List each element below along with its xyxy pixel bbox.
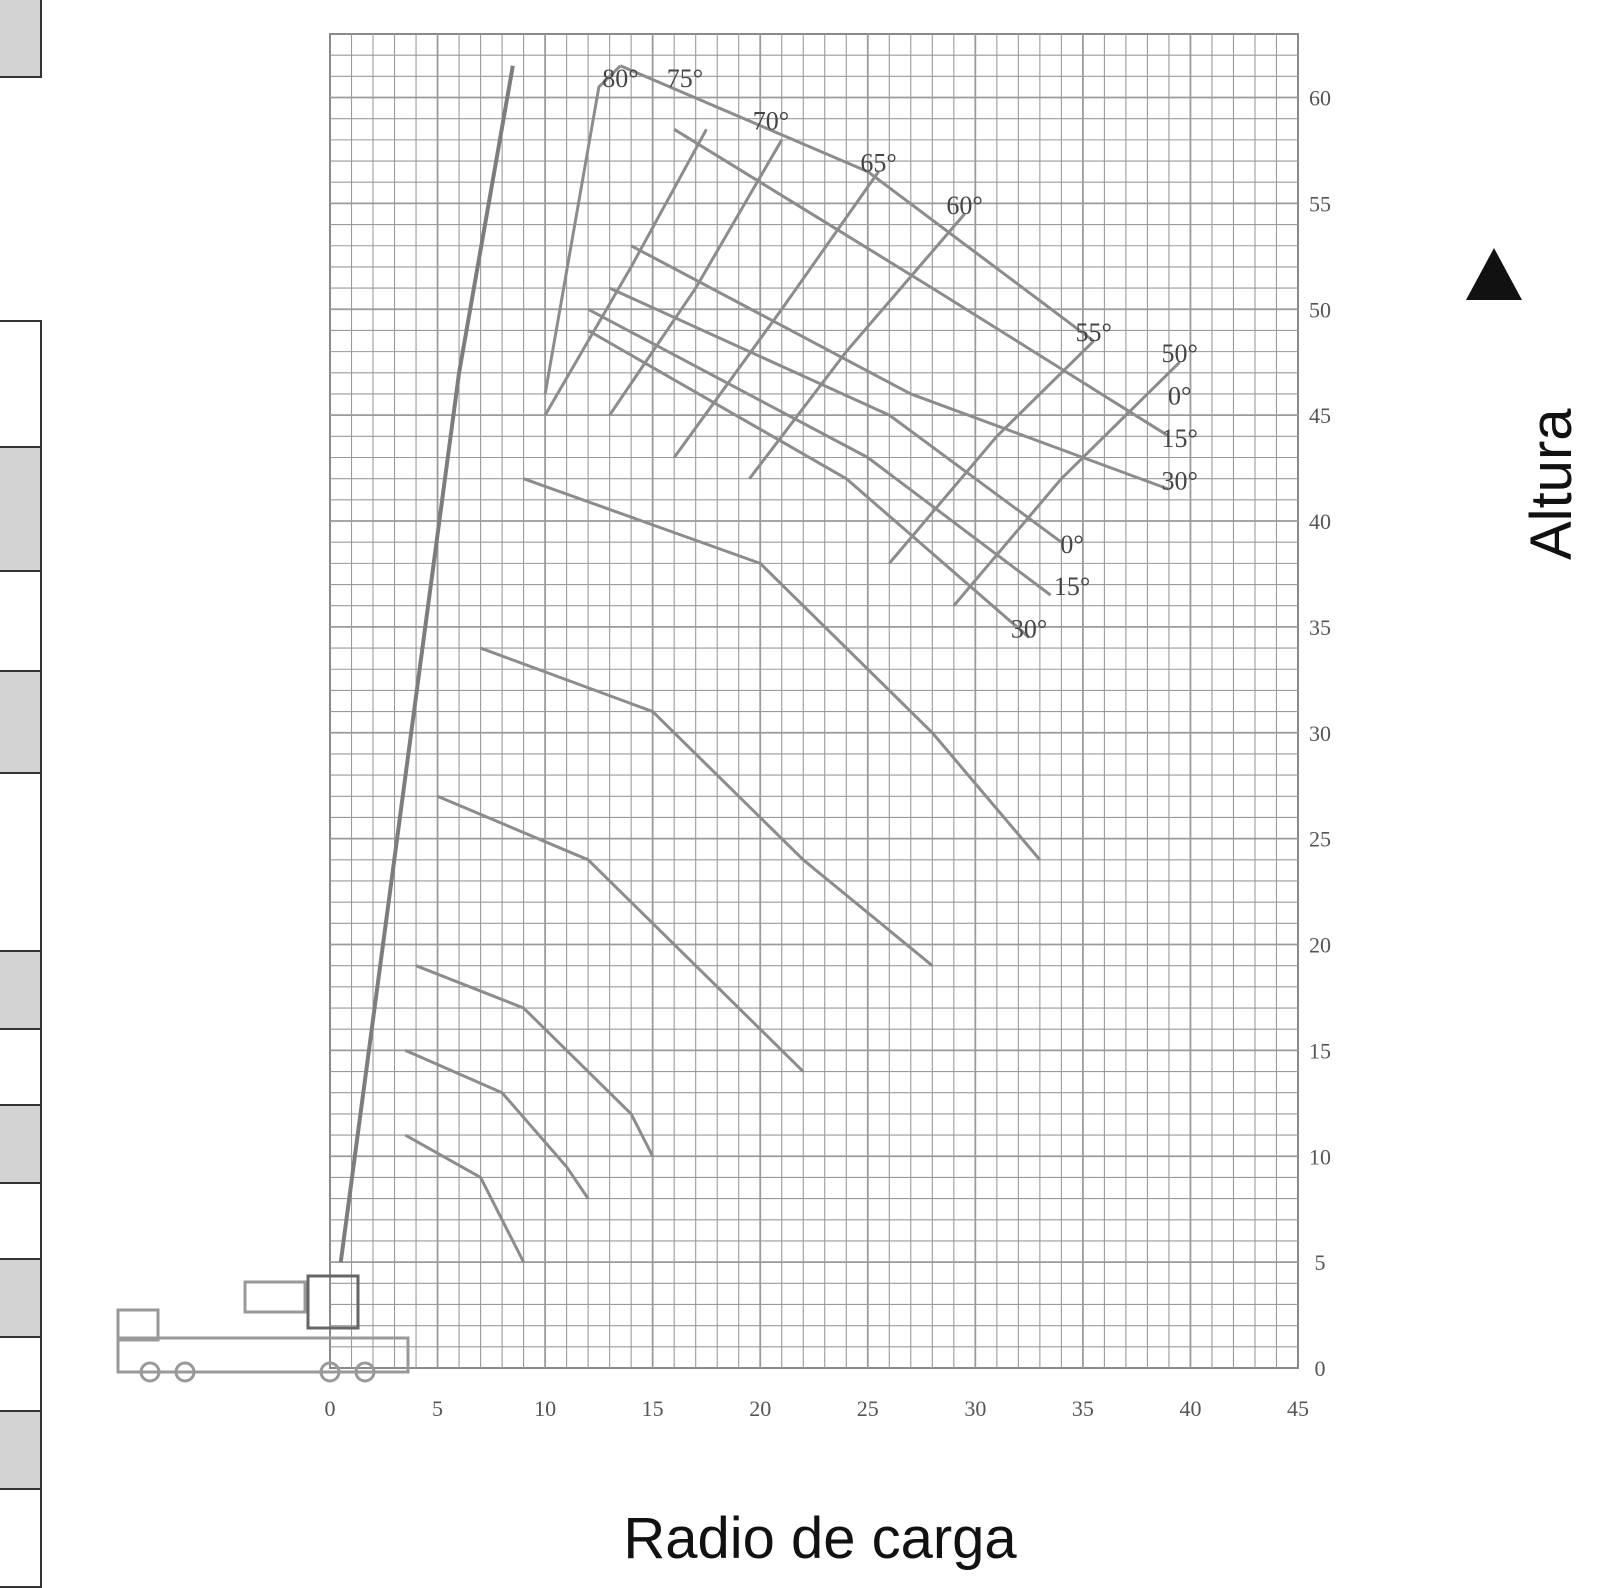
series-line [587, 329, 1031, 639]
series-line [609, 286, 1063, 544]
table-cell [0, 1028, 42, 1106]
series-line [404, 1049, 590, 1200]
table-cell [0, 950, 42, 1030]
y-tick-label: 5 [1315, 1250, 1326, 1275]
series-line [673, 128, 1170, 438]
y-tick-label: 60 [1309, 86, 1331, 111]
series-line [888, 339, 1095, 565]
series-line [415, 964, 655, 1157]
table-cell [0, 446, 42, 572]
x-tick-label: 45 [1287, 1396, 1309, 1421]
angle-label: 0° [1168, 382, 1191, 411]
series-line [952, 361, 1181, 607]
series-line [543, 64, 622, 395]
series-line [748, 213, 966, 480]
series-line [480, 646, 934, 967]
angle-label: 50° [1161, 339, 1197, 368]
table-cell [0, 570, 42, 672]
table-cell [0, 0, 42, 78]
x-tick-label: 10 [534, 1396, 556, 1421]
x-tick-label: 5 [432, 1396, 443, 1421]
angle-label: 80° [602, 64, 638, 93]
x-tick-label: 35 [1072, 1396, 1094, 1421]
x-tick-label: 25 [857, 1396, 879, 1421]
angle-label: 0° [1060, 530, 1083, 559]
series-line [608, 139, 784, 416]
x-tick-label: 30 [964, 1396, 986, 1421]
series-line [543, 128, 708, 416]
table-cell [0, 772, 42, 952]
series-line [404, 1133, 525, 1263]
y-tick-label: 15 [1309, 1038, 1331, 1063]
angle-label: 65° [860, 149, 896, 178]
angle-label: 60° [946, 191, 982, 220]
y-tick-label: 65 [1309, 0, 1331, 5]
x-tick-label: 20 [749, 1396, 771, 1421]
y-tick-label: 50 [1309, 297, 1331, 322]
angle-label: 75° [667, 64, 703, 93]
table-cell [0, 670, 42, 774]
y-tick-label: 40 [1309, 509, 1331, 534]
series-line [523, 477, 1042, 861]
series-line [672, 170, 880, 459]
series-line [630, 244, 1170, 491]
y-axis-label: Altura [1519, 408, 1584, 560]
x-tick-label: 0 [325, 1396, 336, 1421]
y-tick-label: 0 [1315, 1356, 1326, 1381]
y-tick-label: 35 [1309, 615, 1331, 640]
table-cell [0, 320, 42, 448]
series-line [436, 794, 805, 1073]
plot-frame [329, 33, 1299, 1369]
table-cell [0, 1258, 42, 1338]
angle-label: 55° [1075, 318, 1111, 347]
table-cell [0, 1410, 42, 1490]
y-tick-label: 25 [1309, 827, 1331, 852]
x-tick-label: 15 [642, 1396, 664, 1421]
chart-grid [329, 33, 1299, 1369]
left-table-edge [0, 0, 44, 1588]
y-tick-label: 10 [1309, 1144, 1331, 1169]
table-cell [0, 1182, 42, 1260]
y-tick-label: 45 [1309, 403, 1331, 428]
series-line [338, 65, 515, 1263]
angle-label: 15° [1054, 572, 1090, 601]
crane-drawing [116, 1274, 410, 1383]
y-tick-label: 30 [1309, 721, 1331, 746]
angle-label: 30° [1161, 466, 1197, 495]
series-line [587, 307, 1052, 597]
angle-label: 15° [1161, 424, 1197, 453]
series-line [619, 64, 1095, 343]
x-axis-label: Radio de carga [623, 1506, 1017, 1571]
up-arrow-icon [1466, 248, 1522, 300]
table-cell [0, 1104, 42, 1184]
y-tick-label: 20 [1309, 933, 1331, 958]
angle-label: 30° [1011, 614, 1047, 643]
angle-label: 70° [753, 106, 789, 135]
x-tick-label: 40 [1179, 1396, 1201, 1421]
y-tick-label: 55 [1309, 191, 1331, 216]
